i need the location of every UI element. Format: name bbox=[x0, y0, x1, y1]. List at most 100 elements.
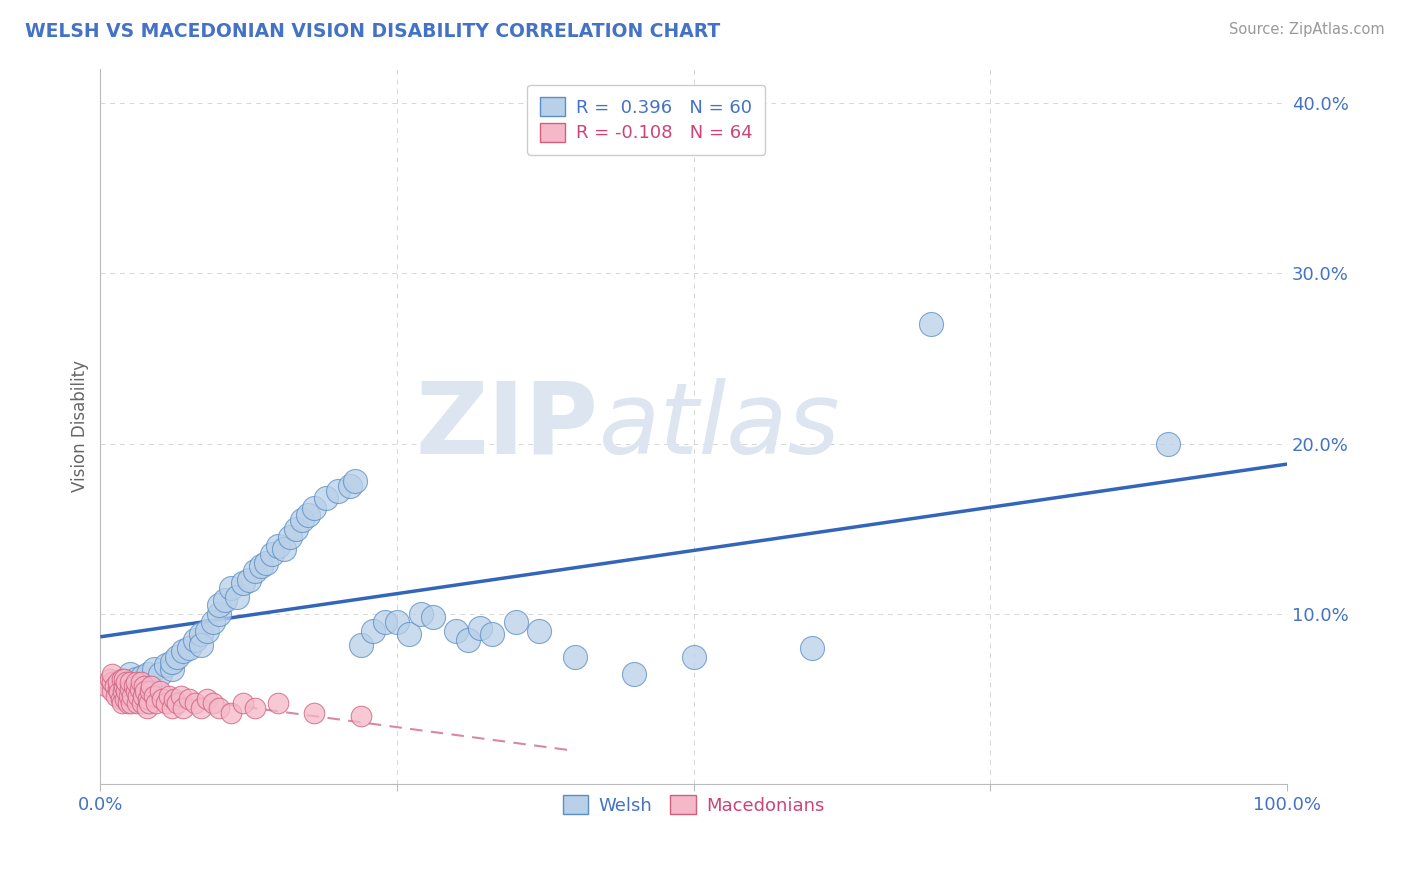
Point bbox=[446, 624, 468, 638]
Point bbox=[142, 689, 165, 703]
Point bbox=[118, 681, 141, 696]
Point bbox=[339, 479, 361, 493]
Point bbox=[256, 556, 278, 570]
Point bbox=[101, 683, 124, 698]
Point bbox=[302, 706, 325, 720]
Point bbox=[149, 666, 172, 681]
Point bbox=[409, 607, 432, 621]
Point bbox=[135, 700, 157, 714]
Point bbox=[297, 508, 319, 522]
Point bbox=[138, 696, 160, 710]
Point bbox=[243, 565, 266, 579]
Point bbox=[118, 675, 141, 690]
Point bbox=[155, 696, 177, 710]
Point bbox=[112, 679, 135, 693]
Point bbox=[112, 679, 135, 693]
Text: ZIP: ZIP bbox=[416, 378, 599, 475]
Point bbox=[344, 474, 367, 488]
Point bbox=[127, 689, 149, 703]
Point bbox=[111, 672, 134, 686]
Point bbox=[801, 641, 824, 656]
Point bbox=[398, 627, 420, 641]
Point bbox=[98, 672, 121, 686]
Point bbox=[141, 679, 163, 693]
Point bbox=[129, 675, 152, 690]
Point bbox=[243, 700, 266, 714]
Point bbox=[104, 679, 127, 693]
Point bbox=[350, 638, 373, 652]
Point bbox=[101, 666, 124, 681]
Point bbox=[114, 692, 136, 706]
Point bbox=[160, 700, 183, 714]
Y-axis label: Vision Disability: Vision Disability bbox=[72, 360, 89, 492]
Point bbox=[115, 683, 138, 698]
Point bbox=[202, 615, 225, 630]
Point bbox=[131, 696, 153, 710]
Point bbox=[145, 696, 167, 710]
Point bbox=[179, 641, 201, 656]
Point bbox=[96, 679, 118, 693]
Point bbox=[529, 624, 551, 638]
Point bbox=[422, 610, 444, 624]
Point bbox=[238, 573, 260, 587]
Point bbox=[134, 683, 156, 698]
Point bbox=[163, 692, 186, 706]
Point bbox=[101, 675, 124, 690]
Point bbox=[267, 696, 290, 710]
Point bbox=[374, 615, 396, 630]
Point bbox=[190, 638, 212, 652]
Point bbox=[121, 689, 143, 703]
Point bbox=[139, 683, 162, 698]
Point bbox=[385, 615, 408, 630]
Point bbox=[131, 670, 153, 684]
Point bbox=[118, 689, 141, 703]
Point bbox=[208, 599, 231, 613]
Point bbox=[128, 681, 150, 696]
Point bbox=[134, 679, 156, 693]
Point bbox=[208, 700, 231, 714]
Point bbox=[115, 675, 138, 690]
Point bbox=[142, 661, 165, 675]
Point bbox=[208, 607, 231, 621]
Point bbox=[232, 696, 254, 710]
Point bbox=[190, 700, 212, 714]
Point bbox=[195, 624, 218, 638]
Point bbox=[315, 491, 337, 505]
Point bbox=[120, 696, 142, 710]
Point bbox=[184, 696, 207, 710]
Point bbox=[225, 590, 247, 604]
Point bbox=[112, 672, 135, 686]
Point bbox=[170, 689, 193, 703]
Point bbox=[110, 692, 132, 706]
Point bbox=[172, 700, 194, 714]
Point bbox=[132, 689, 155, 703]
Point bbox=[363, 624, 385, 638]
Point bbox=[273, 542, 295, 557]
Point bbox=[232, 576, 254, 591]
Point bbox=[350, 709, 373, 723]
Point bbox=[122, 679, 145, 693]
Point bbox=[326, 484, 349, 499]
Point bbox=[623, 666, 645, 681]
Point bbox=[125, 672, 148, 686]
Point bbox=[125, 675, 148, 690]
Point bbox=[219, 582, 242, 596]
Point bbox=[150, 692, 173, 706]
Point bbox=[291, 513, 314, 527]
Point bbox=[278, 530, 301, 544]
Point bbox=[149, 683, 172, 698]
Point bbox=[195, 692, 218, 706]
Point bbox=[267, 539, 290, 553]
Point bbox=[302, 501, 325, 516]
Point bbox=[166, 696, 188, 710]
Point bbox=[107, 681, 129, 696]
Text: Source: ZipAtlas.com: Source: ZipAtlas.com bbox=[1229, 22, 1385, 37]
Point bbox=[202, 696, 225, 710]
Point bbox=[111, 683, 134, 698]
Point bbox=[457, 632, 479, 647]
Point bbox=[107, 675, 129, 690]
Text: WELSH VS MACEDONIAN VISION DISABILITY CORRELATION CHART: WELSH VS MACEDONIAN VISION DISABILITY CO… bbox=[25, 22, 720, 41]
Point bbox=[214, 593, 236, 607]
Point bbox=[118, 666, 141, 681]
Point bbox=[136, 692, 159, 706]
